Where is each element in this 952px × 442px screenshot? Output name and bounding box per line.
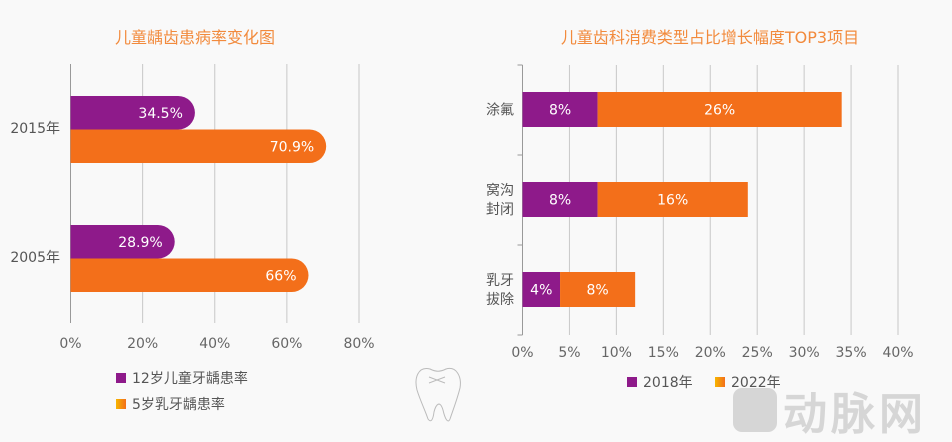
bar-data-label: 8% bbox=[586, 283, 608, 299]
bar-data-label: 28.9% bbox=[118, 235, 162, 251]
bar bbox=[70, 225, 175, 259]
bar-segment bbox=[522, 272, 561, 307]
y-category-label: 2015年 bbox=[10, 121, 60, 137]
x-tick-label: 40% bbox=[199, 336, 230, 352]
legend-item-2018: 2018年 bbox=[627, 372, 693, 392]
charts-canvas: 0% 20% 40% 60% 80% 2015年 34.5% 70.9% 2005年 28.9% 6… bbox=[10, 64, 914, 361]
x-tick-label: 5% bbox=[558, 345, 580, 361]
bar bbox=[70, 96, 195, 130]
y-category-label: 2005年 bbox=[10, 250, 60, 266]
x-tick-label: 80% bbox=[343, 336, 374, 352]
y-category-label: 窝沟 bbox=[486, 182, 514, 199]
legend-label: 12岁儿童牙龋患率 bbox=[132, 371, 248, 387]
x-tick-label: 35% bbox=[836, 345, 867, 361]
chart-title-right: 儿童齿科消费类型占比增长幅度TOP3项目 bbox=[560, 28, 860, 47]
bar-data-label: 66% bbox=[265, 268, 296, 284]
bar-segment bbox=[522, 182, 598, 217]
bar-segment bbox=[560, 272, 636, 307]
legend-label: 2022年 bbox=[731, 375, 781, 391]
bar bbox=[70, 129, 327, 163]
legend-item-2022: 2022年 bbox=[715, 372, 781, 392]
watermark-text: 动脉网 bbox=[783, 389, 927, 440]
x-tick-label: 10% bbox=[601, 345, 632, 361]
bar-segment bbox=[597, 92, 842, 127]
bar-data-label: 70.9% bbox=[270, 139, 314, 155]
x-tick-label: 0% bbox=[511, 345, 533, 361]
legend-item-5yr: 5岁乳牙龋患率 bbox=[116, 394, 225, 414]
bar-data-label: 8% bbox=[549, 193, 571, 209]
legend-label: 2018年 bbox=[643, 375, 693, 391]
chart-title-left: 儿童龋齿患病率变化图 bbox=[114, 28, 275, 47]
y-category-label: 封闭 bbox=[486, 202, 514, 218]
legend-label: 5岁乳牙龋患率 bbox=[132, 397, 225, 413]
legend-swatch-orange bbox=[116, 399, 126, 409]
legend-item-12yr: 12岁儿童牙龋患率 bbox=[116, 368, 248, 388]
bar-segment bbox=[597, 182, 748, 217]
watermark-logo-icon bbox=[733, 388, 777, 432]
x-tick-label: 15% bbox=[648, 345, 679, 361]
legend-swatch-purple bbox=[116, 373, 126, 383]
bar-data-label: 34.5% bbox=[138, 106, 182, 122]
bar-data-label: 16% bbox=[657, 193, 688, 209]
x-tick-label: 0% bbox=[59, 336, 81, 352]
legend-swatch-purple bbox=[627, 377, 637, 387]
x-tick-label: 20% bbox=[695, 345, 726, 361]
bar-segment bbox=[522, 92, 598, 127]
y-category-label: 拔除 bbox=[486, 292, 514, 308]
bar bbox=[70, 258, 309, 292]
y-category-label: 涂氟 bbox=[486, 103, 514, 119]
y-category-label: 乳牙 bbox=[486, 273, 514, 289]
x-tick-label: 60% bbox=[271, 336, 302, 352]
bar-data-label: 26% bbox=[704, 103, 735, 119]
x-tick-label: 20% bbox=[127, 336, 158, 352]
watermark: 动脉网 bbox=[733, 378, 927, 442]
x-tick-label: 40% bbox=[882, 345, 913, 361]
legend-swatch-orange bbox=[715, 377, 725, 387]
bar-data-label: 8% bbox=[549, 103, 571, 119]
x-tick-label: 30% bbox=[789, 345, 820, 361]
x-tick-label: 25% bbox=[742, 345, 773, 361]
bar-data-label: 4% bbox=[530, 283, 552, 299]
